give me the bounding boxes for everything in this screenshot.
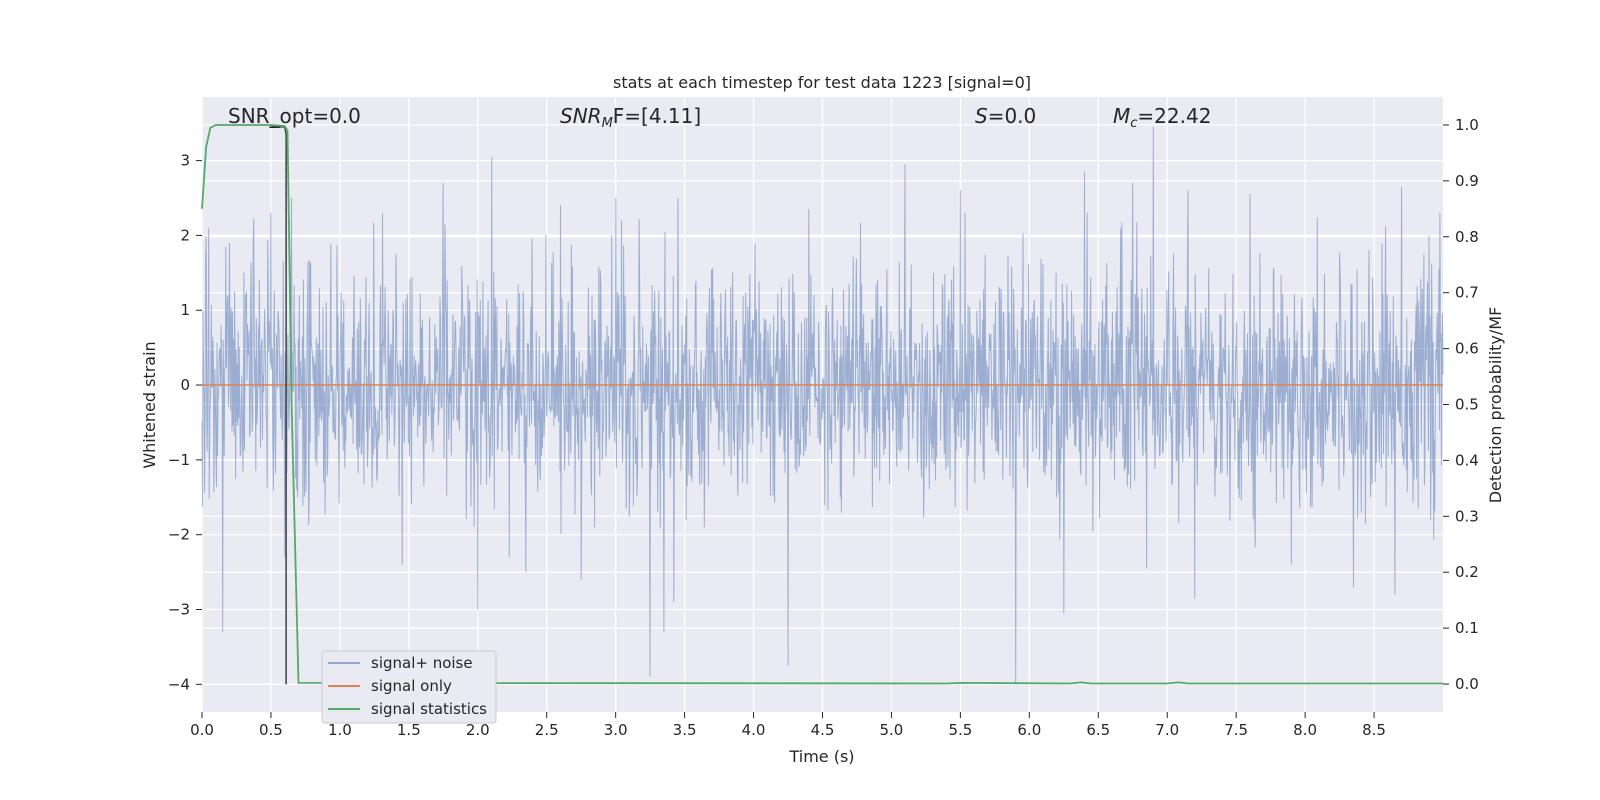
- legend-box: [321, 650, 497, 724]
- plot-series: [201, 124, 1444, 685]
- y-tick-label: −3: [168, 601, 190, 619]
- mc-rest: =22.42: [1137, 104, 1211, 128]
- snr-mf-sub: M: [602, 116, 613, 131]
- s-italic: S: [975, 104, 988, 128]
- y-tick-label: 3: [180, 152, 190, 170]
- legend-label-signal-statistics: signal statistics: [371, 700, 487, 718]
- x-tick-label: 8.5: [1362, 721, 1386, 739]
- annotation-mc: Mc=22.42: [1113, 104, 1211, 131]
- x-tick-label: 3.0: [604, 721, 628, 739]
- y2-tick-label: 0.3: [1455, 507, 1479, 525]
- y2-tick-label: 0.5: [1455, 396, 1479, 414]
- y2-tick-label: 0.4: [1455, 451, 1479, 469]
- y2-axis-label: Detection probability/MF: [1486, 307, 1505, 504]
- x-axis-label: Time (s): [788, 747, 854, 766]
- x-tick-label: 5.5: [948, 721, 972, 739]
- x-tick-label: 5.0: [880, 721, 904, 739]
- y2-tick-label: 0.1: [1455, 619, 1479, 637]
- x-tick-label: 2.0: [466, 721, 490, 739]
- x-tick-label: 0.0: [190, 721, 214, 739]
- y2-tick-label: 0.9: [1455, 172, 1479, 190]
- series-signal-statistics-line: [201, 124, 1443, 685]
- y2-tick-label: 0.0: [1455, 675, 1479, 693]
- x-tick-label: 1.5: [397, 721, 421, 739]
- x-tick-label: 8.0: [1293, 721, 1317, 739]
- y2-tick-label: 0.6: [1455, 340, 1479, 358]
- y-tick-labels: −4 −3 −2 −1 0 1 2 3: [168, 152, 202, 693]
- x-tick-label: 4.5: [811, 721, 835, 739]
- y-tick-label: −1: [168, 451, 190, 469]
- annotation-snr-opt: SNR_opt=0.0: [228, 104, 361, 128]
- y2-tick-labels: 0.0 0.1 0.2 0.3 0.4 0.5 0.6 0.7 0.8 0.9 1.0: [1443, 116, 1479, 693]
- chart-title: stats at each timestep for test data 122…: [613, 73, 1031, 92]
- mc-sub: c: [1130, 116, 1137, 131]
- s-rest: =0.0: [988, 104, 1037, 128]
- y2-tick-label: 1.0: [1455, 116, 1479, 134]
- snr-mf-rest: F=[4.11]: [613, 104, 701, 128]
- legend: signal+ noise signal only signal statist…: [321, 650, 497, 724]
- legend-label-signal-noise: signal+ noise: [371, 654, 473, 672]
- y2-tick-label: 0.7: [1455, 284, 1479, 302]
- y-tick-label: 1: [180, 301, 190, 319]
- y2-tick-label: 0.8: [1455, 228, 1479, 246]
- series-signal-noise-line: [201, 126, 1444, 685]
- legend-label-signal-only: signal only: [371, 677, 452, 695]
- x-tick-label: 3.5: [673, 721, 697, 739]
- x-tick-label: 7.5: [1224, 721, 1248, 739]
- y-tick-label: −2: [168, 526, 190, 544]
- snr-mf-base: SNR: [560, 104, 602, 128]
- x-tick-label: 2.5: [535, 721, 559, 739]
- mc-base: M: [1113, 104, 1130, 128]
- x-tick-label: 7.0: [1155, 721, 1179, 739]
- x-tick-label: 6.5: [1086, 721, 1110, 739]
- y-tick-label: −4: [168, 675, 190, 693]
- y-tick-label: 2: [180, 226, 190, 244]
- x-tick-label: 0.5: [259, 721, 283, 739]
- y-tick-label: 0: [180, 376, 190, 394]
- x-tick-label: 4.0: [742, 721, 766, 739]
- detection-marker-line: [270, 126, 287, 685]
- x-tick-labels: 0.0 0.5 1.0 1.5 2.0 2.5 3.0 3.5 4.0 4.5 5.0 5.5 6.0 6…: [190, 712, 1386, 739]
- annotation-snr-mf: SNRMF=[4.11]: [560, 104, 701, 131]
- x-tick-label: 1.0: [328, 721, 352, 739]
- y-axis-label: Whitened strain: [140, 341, 159, 468]
- x-tick-label: 6.0: [1017, 721, 1041, 739]
- y2-tick-label: 0.2: [1455, 563, 1479, 581]
- annotation-s: S=0.0: [975, 104, 1036, 128]
